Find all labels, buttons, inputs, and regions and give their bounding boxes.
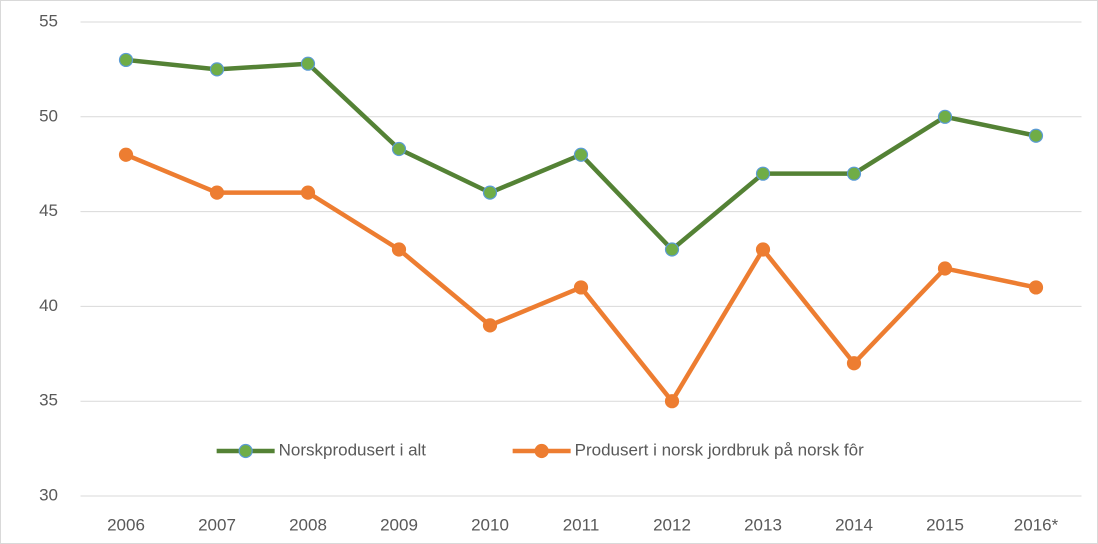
point-marker (300, 56, 316, 71)
point-marker (937, 261, 953, 276)
x-tick-label: 2015 (926, 515, 964, 534)
y-tick-label: 45 (39, 201, 58, 220)
point-marker (846, 166, 862, 181)
point-marker (755, 166, 771, 181)
point-marker (482, 185, 498, 200)
point-marker (391, 141, 407, 157)
point-marker (209, 62, 225, 77)
point-marker (118, 147, 134, 162)
point-marker (209, 185, 225, 200)
legend-label: Produsert i norsk jordbruk på norsk fôr (575, 440, 864, 459)
point-marker (573, 147, 589, 162)
x-tick-label: 2008 (289, 515, 327, 534)
point-marker (391, 242, 407, 257)
point-marker (846, 356, 862, 371)
x-tick-label: 2010 (471, 515, 509, 534)
x-tick-label: 2014 (835, 515, 873, 534)
point-marker (573, 280, 589, 295)
x-tick-label: 2009 (380, 515, 418, 534)
legend-label: Norskprodusert i alt (279, 440, 427, 459)
y-tick-label: 50 (39, 106, 58, 125)
point-marker (664, 242, 680, 257)
y-tick-label: 30 (39, 485, 58, 504)
point-marker (1028, 128, 1044, 143)
x-tick-label: 2013 (744, 515, 782, 534)
legend-marker (238, 443, 253, 459)
point-marker (755, 242, 771, 257)
point-marker (300, 185, 316, 200)
x-tick-label: 2011 (563, 515, 600, 534)
point-marker (1028, 280, 1044, 295)
point-marker (937, 109, 953, 124)
y-tick-label: 55 (39, 11, 58, 30)
point-marker (118, 52, 134, 68)
x-tick-label: 2006 (107, 515, 145, 534)
point-marker (664, 394, 680, 409)
y-tick-label: 35 (39, 391, 58, 410)
x-tick-label: 2012 (653, 515, 691, 534)
legend-marker (534, 443, 549, 459)
point-marker (482, 318, 498, 333)
y-tick-label: 40 (39, 296, 58, 315)
x-tick-label: 2007 (198, 515, 236, 534)
x-tick-label: 2016* (1014, 515, 1059, 534)
